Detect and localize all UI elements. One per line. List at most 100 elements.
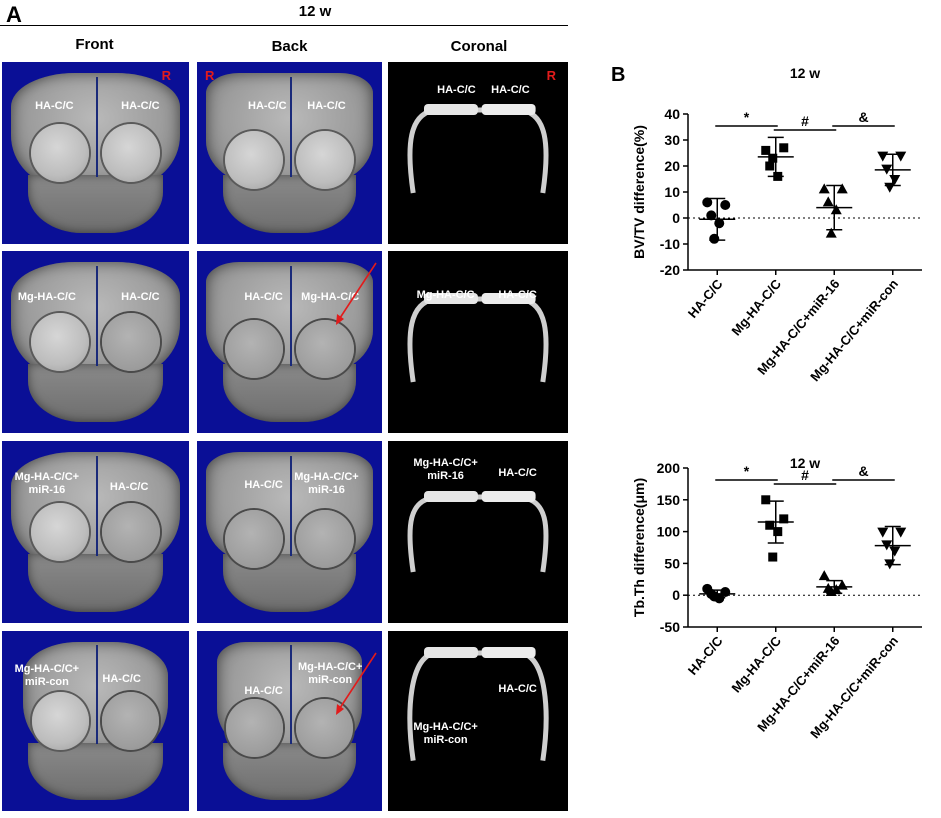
data-point xyxy=(889,175,901,185)
data-point xyxy=(889,546,901,557)
y-tick-label: 0 xyxy=(672,587,680,603)
bvtv-chart: 12 w -20 -10 0 10 20 30 40 BV/TV difference(%) HA… xyxy=(631,65,922,384)
left-defect xyxy=(225,131,284,190)
panel-a-title-rule xyxy=(0,25,568,26)
y-tick-label: 150 xyxy=(657,492,681,508)
coronal-section xyxy=(407,647,549,761)
ct-coronal-row-3: Mg-HA-C/C+ miR-16 HA-C/C xyxy=(388,441,568,623)
data-point xyxy=(825,227,837,238)
skull-lower-image xyxy=(28,553,163,613)
implant-right xyxy=(481,104,536,115)
arrow-row2 xyxy=(336,262,377,325)
back-label-right: HA-C/C xyxy=(307,100,346,112)
ct-coronal-row-2: Mg-HA-C/C HA-C/C xyxy=(388,251,568,433)
front-label-left: Mg-HA-C/C+ miR-con xyxy=(14,663,80,688)
back-label-left: HA-C/C xyxy=(244,479,283,491)
col-header-front: Front xyxy=(75,36,114,53)
front-label-left: Mg-HA-C/C+ miR-16 xyxy=(14,471,80,496)
implant-left xyxy=(424,491,478,502)
data-point xyxy=(709,591,720,602)
left-defect xyxy=(31,502,90,562)
data-point xyxy=(895,151,907,162)
data-point xyxy=(768,552,778,562)
front-label-right: HA-C/C xyxy=(109,481,149,493)
left-defect xyxy=(225,510,284,569)
left-defect xyxy=(225,320,284,379)
data-point xyxy=(877,151,889,162)
significance-label: # xyxy=(801,467,809,483)
significance-label: * xyxy=(744,109,750,125)
y-tick-label: 40 xyxy=(664,106,680,122)
data-point xyxy=(779,514,789,524)
data-point xyxy=(761,145,771,155)
data-point xyxy=(765,161,775,171)
left-defect xyxy=(31,692,90,750)
data-point xyxy=(720,587,731,598)
right-defect xyxy=(295,510,354,569)
x-tick-label: HA-C/C xyxy=(685,633,726,678)
data-point xyxy=(822,196,834,207)
ct-front-row-1: HA-C/C HA-C/C R xyxy=(2,62,189,244)
sagittal-suture xyxy=(289,265,292,366)
sagittal-suture xyxy=(95,645,98,745)
significance-label: # xyxy=(801,113,809,129)
x-tick-label: Mg-HA-C/C xyxy=(728,276,784,339)
ct-coronal-row-1: HA-C/C HA-C/C R xyxy=(388,62,568,244)
ct-back-row-2: HA-C/C Mg-HA-C/C xyxy=(197,251,382,433)
data-point xyxy=(773,527,783,537)
ct-back-row-1: HA-C/C HA-C/C R xyxy=(197,62,382,244)
front-label-left: HA-C/C xyxy=(35,100,74,112)
y-tick-label: 50 xyxy=(664,555,680,571)
skull-lower-image xyxy=(28,363,163,423)
data-point xyxy=(895,527,907,538)
implant-left xyxy=(424,293,478,304)
data-point xyxy=(877,527,889,538)
y-tick-label: 0 xyxy=(672,210,680,226)
implant-right xyxy=(481,293,536,304)
front-label-right: HA-C/C xyxy=(121,291,160,303)
back-label-right: Mg-HA-C/C+ miR-con xyxy=(297,661,363,686)
right-defect xyxy=(101,312,160,372)
right-defect xyxy=(101,692,160,750)
sagittal-suture xyxy=(95,76,98,177)
implant-right xyxy=(481,647,536,658)
sagittal-suture xyxy=(289,76,292,177)
data-point xyxy=(702,197,713,208)
data-point xyxy=(761,495,771,505)
panel-a-letter: A xyxy=(6,2,22,27)
data-point xyxy=(884,182,896,193)
ct-front-row-3: Mg-HA-C/C+ miR-16 HA-C/C xyxy=(2,441,189,623)
data-point xyxy=(884,559,896,570)
front-label-right: HA-C/C xyxy=(121,100,160,112)
left-defect xyxy=(225,699,284,757)
data-point xyxy=(709,233,720,244)
data-point xyxy=(773,171,783,181)
data-point xyxy=(836,579,848,590)
coronal-label-left: Mg-HA-C/C+ miR-16 xyxy=(413,457,478,482)
chart-title: 12 w xyxy=(790,455,820,471)
coronal-section xyxy=(407,104,549,194)
implant-left xyxy=(424,104,478,115)
data-point xyxy=(720,200,731,210)
implant-right xyxy=(481,491,536,502)
data-point xyxy=(706,210,717,221)
implant-left xyxy=(424,647,478,658)
y-tick-label: 10 xyxy=(664,184,680,200)
coronal-section xyxy=(407,491,549,573)
y-tick-label: -20 xyxy=(660,262,680,278)
back-label-left: HA-C/C xyxy=(244,291,283,303)
front-label-right: HA-C/C xyxy=(102,673,141,685)
front-label-left: Mg-HA-C/C xyxy=(17,291,76,303)
panel-a-title: 12 w xyxy=(298,3,332,20)
significance-label: & xyxy=(858,463,868,479)
x-tick-label: Mg-HA-C/C xyxy=(728,633,784,696)
y-tick-label: -50 xyxy=(660,619,680,635)
significance-label: * xyxy=(744,463,750,479)
coronal-label-left: Mg-HA-C/C xyxy=(416,289,475,301)
data-point xyxy=(818,183,830,194)
ct-front-row-4: Mg-HA-C/C+ miR-con HA-C/C xyxy=(2,631,189,811)
back-label-right: Mg-HA-C/C xyxy=(301,291,360,303)
data-point xyxy=(765,520,775,530)
sagittal-suture xyxy=(95,265,98,366)
col-header-back: Back xyxy=(271,38,308,55)
